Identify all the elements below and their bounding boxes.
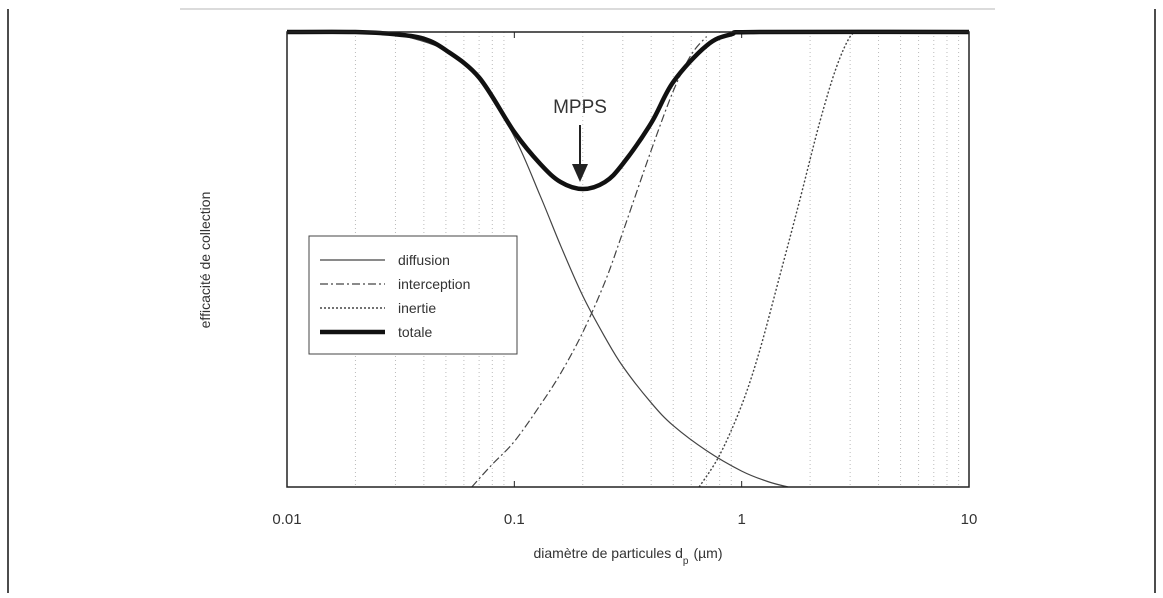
legend-label-inertie: inertie [398, 300, 436, 316]
series-group [286, 29, 970, 488]
series-line-inertie [698, 31, 860, 488]
x-tick-label: 10 [961, 511, 978, 528]
mpps-arrow-head [572, 164, 588, 182]
mpps-annotation-label: MPPS [553, 97, 607, 118]
plot-area-border [286, 31, 970, 488]
x-axis-label: diamètre de particules dp(µm) [533, 545, 722, 567]
series-line-totale [286, 29, 970, 192]
legend-label-diffusion: diffusion [398, 252, 450, 268]
x-ticks: 0.01 0.1 1 10 [272, 32, 977, 528]
legend: diffusion interception inertie totale [308, 235, 518, 355]
legend-label-interception: interception [398, 276, 470, 292]
y-axis-label: efficacité de collection [197, 192, 213, 329]
legend-box [308, 235, 518, 355]
series-line-interception [471, 36, 707, 488]
x-tick-label: 1 [737, 511, 745, 528]
x-tick-label: 0.01 [272, 511, 301, 528]
legend-label-totale: totale [398, 324, 432, 340]
x-tick-label: 0.1 [504, 511, 525, 528]
